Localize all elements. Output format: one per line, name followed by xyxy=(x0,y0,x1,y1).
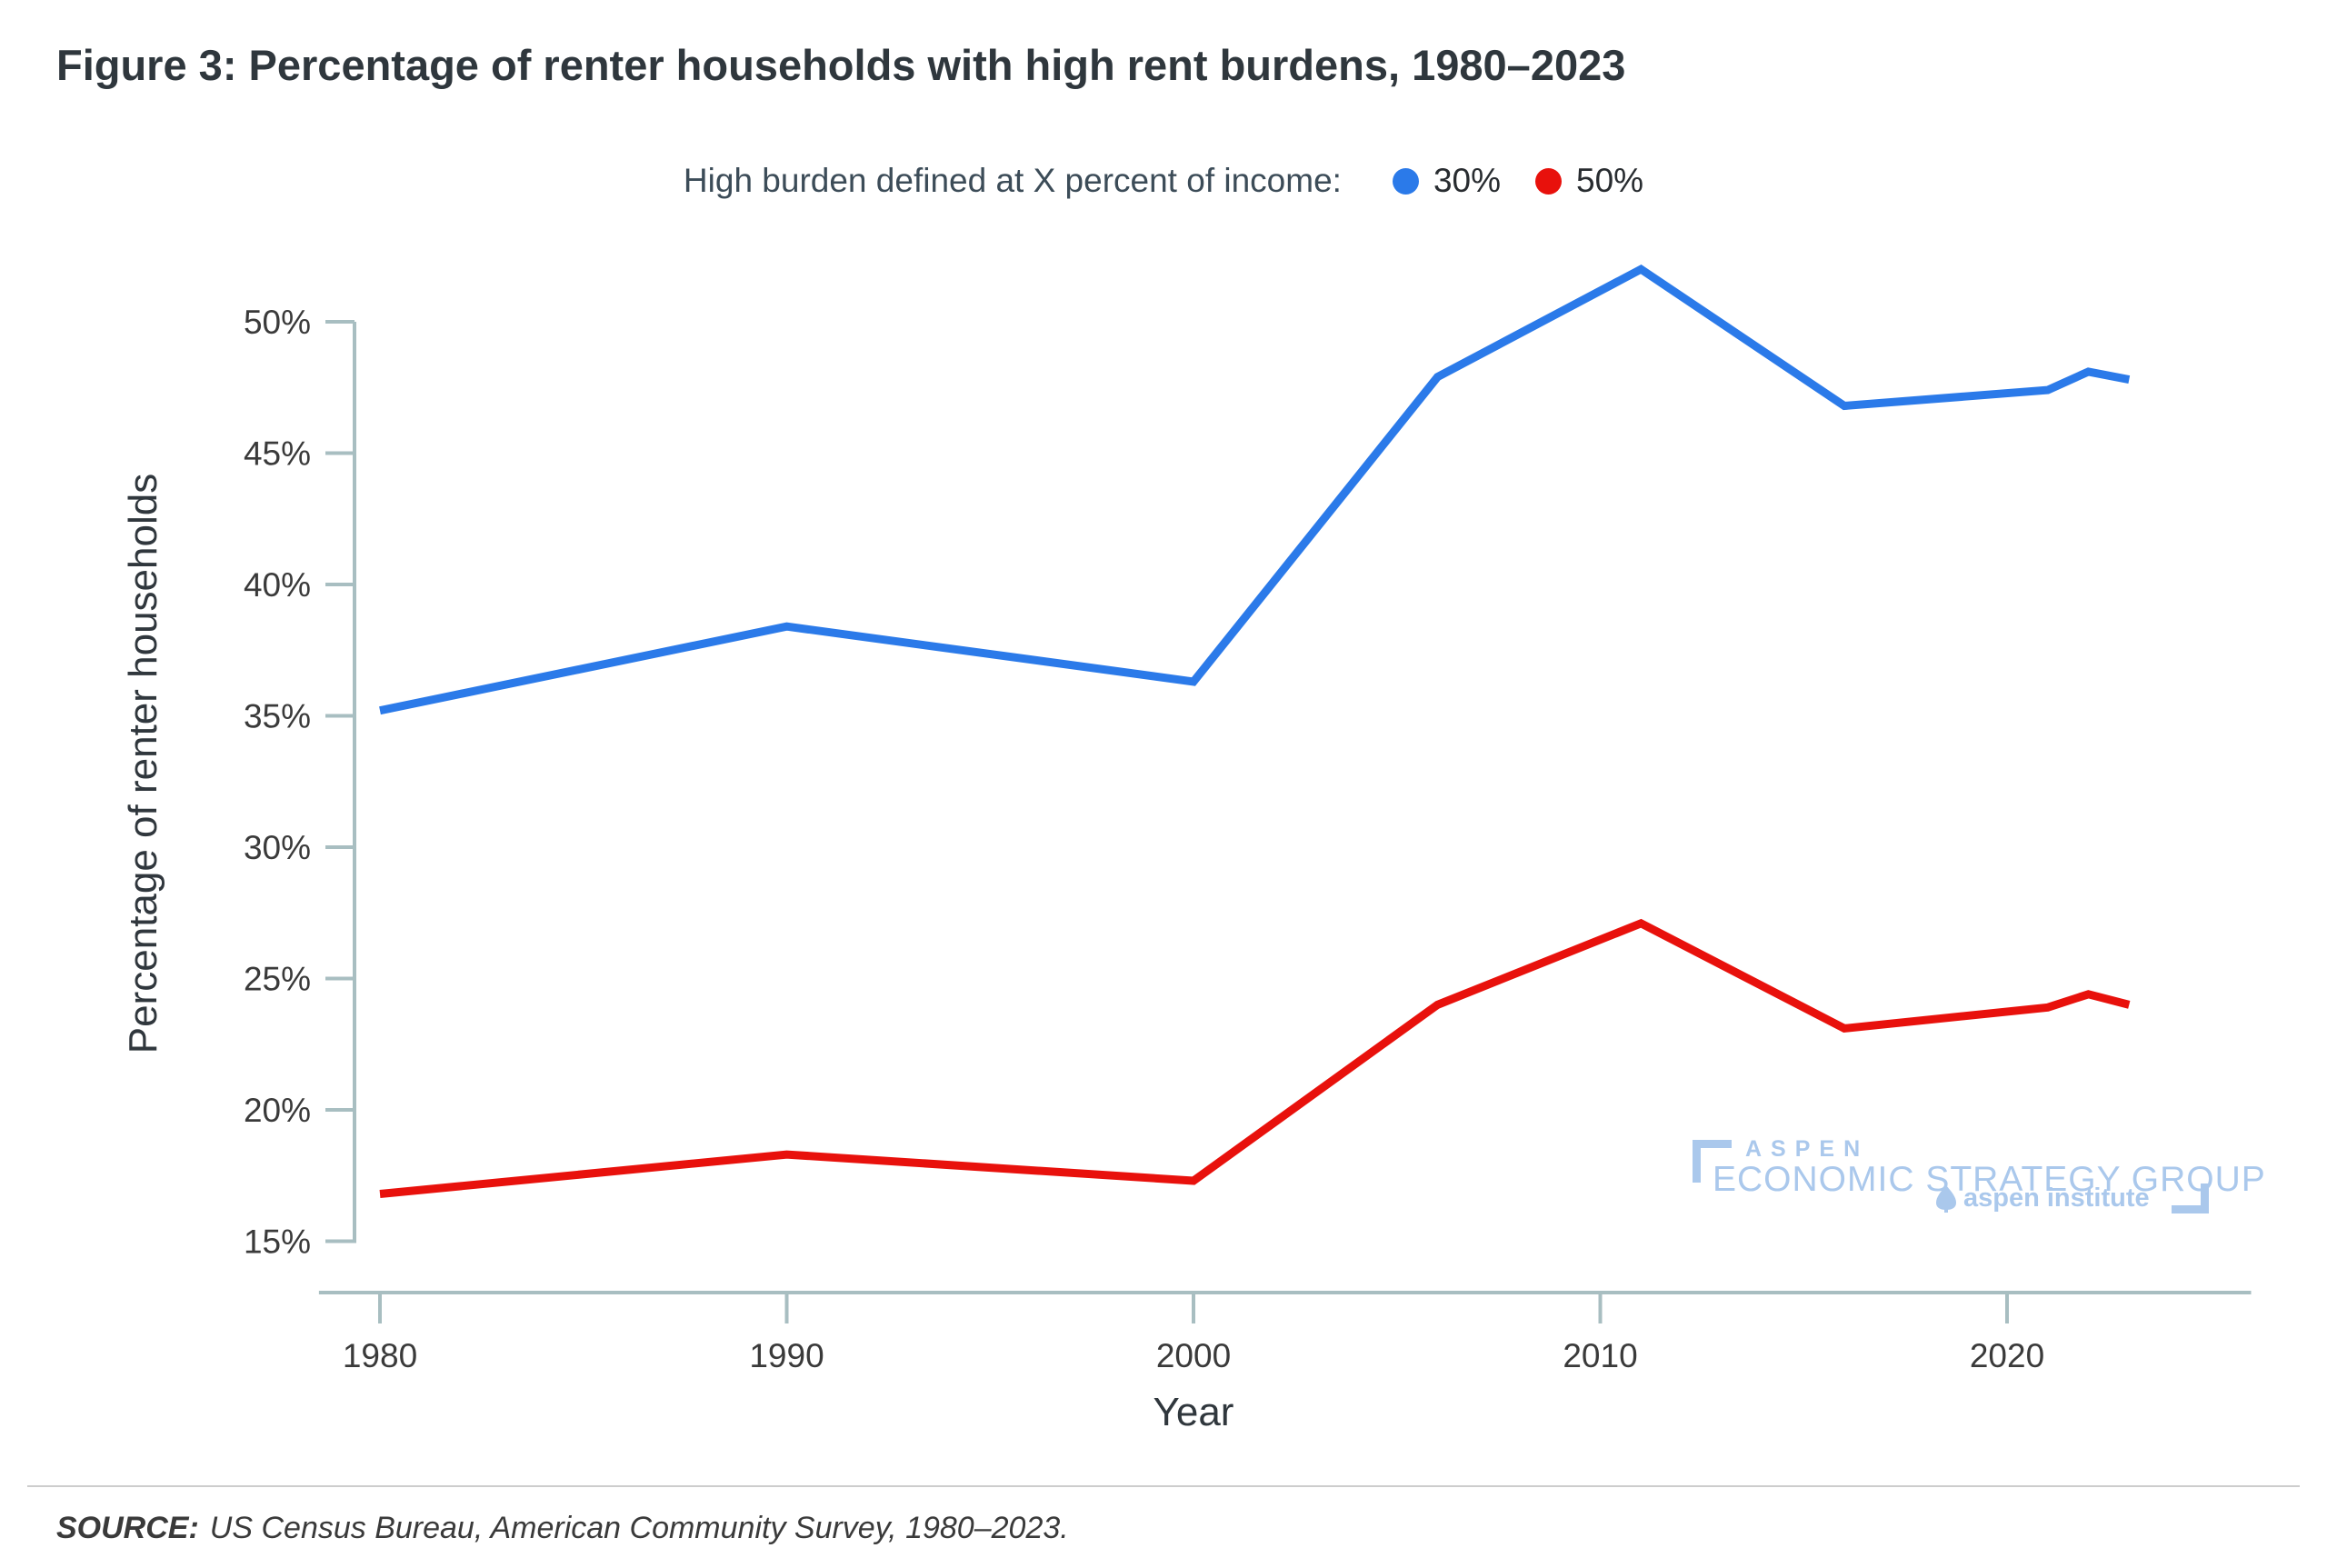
source-line: SOURCE: US Census Bureau, American Commun… xyxy=(56,1511,1069,1546)
aspen-watermark: ASPEN ECONOMIC STRATEGY GROUP aspen inst… xyxy=(1693,1136,2265,1227)
y-axis-tick-label: 30% xyxy=(244,829,311,866)
y-axis-title: Percentage of renter households xyxy=(121,474,165,1054)
x-axis-tick-label: 1980 xyxy=(343,1337,417,1374)
legend-item-30pct: 30% xyxy=(1392,162,1501,200)
y-axis-tick-label: 40% xyxy=(244,566,311,604)
y-axis-tick-label: 45% xyxy=(244,435,311,473)
source-label: SOURCE: xyxy=(56,1511,199,1545)
x-axis-title: Year xyxy=(1154,1390,1234,1434)
x-axis-tick-label: 2000 xyxy=(1156,1337,1231,1374)
source-text: US Census Bureau, American Community Sur… xyxy=(209,1511,1069,1545)
aspen-leaf-icon xyxy=(1936,1184,1956,1213)
x-axis-tick-label: 2010 xyxy=(1563,1337,1637,1374)
legend-label: High burden defined at X percent of inco… xyxy=(683,162,1342,199)
chart-legend: High burden defined at X percent of inco… xyxy=(0,162,2327,200)
y-axis-tick-label: 25% xyxy=(244,961,311,998)
x-axis-tick-label: 2020 xyxy=(1970,1337,2044,1374)
watermark-aspen-text: ASPEN xyxy=(1745,1136,1870,1162)
watermark-esg-text: ECONOMIC STRATEGY GROUP xyxy=(1713,1160,2266,1199)
legend-item-50pct: 50% xyxy=(1535,162,1643,200)
watermark-bracket-top-left-icon xyxy=(1693,1140,1732,1183)
legend-dot-30pct-icon xyxy=(1392,167,1419,195)
legend-dot-50pct-icon xyxy=(1535,167,1562,195)
series-line-30pct xyxy=(379,264,2131,715)
x-axis-tick-label: 1990 xyxy=(749,1337,824,1374)
watermark-institute-text: aspen institute xyxy=(1963,1183,2150,1213)
legend-item-50pct-label: 50% xyxy=(1576,162,1644,199)
y-axis-tick-label: 20% xyxy=(244,1092,311,1129)
watermark-institute-row: aspen institute xyxy=(1936,1183,2209,1213)
series-line-50pct xyxy=(379,918,2131,1198)
legend-item-30pct-label: 30% xyxy=(1433,162,1501,199)
y-axis-tick-label: 50% xyxy=(244,304,311,341)
y-axis-tick-label: 35% xyxy=(244,698,311,735)
watermark-bracket-bottom-right-icon xyxy=(2171,1183,2209,1213)
figure-title: Figure 3: Percentage of renter household… xyxy=(56,41,1626,89)
y-axis-tick-label: 15% xyxy=(244,1223,311,1261)
footer-divider xyxy=(27,1485,2300,1487)
